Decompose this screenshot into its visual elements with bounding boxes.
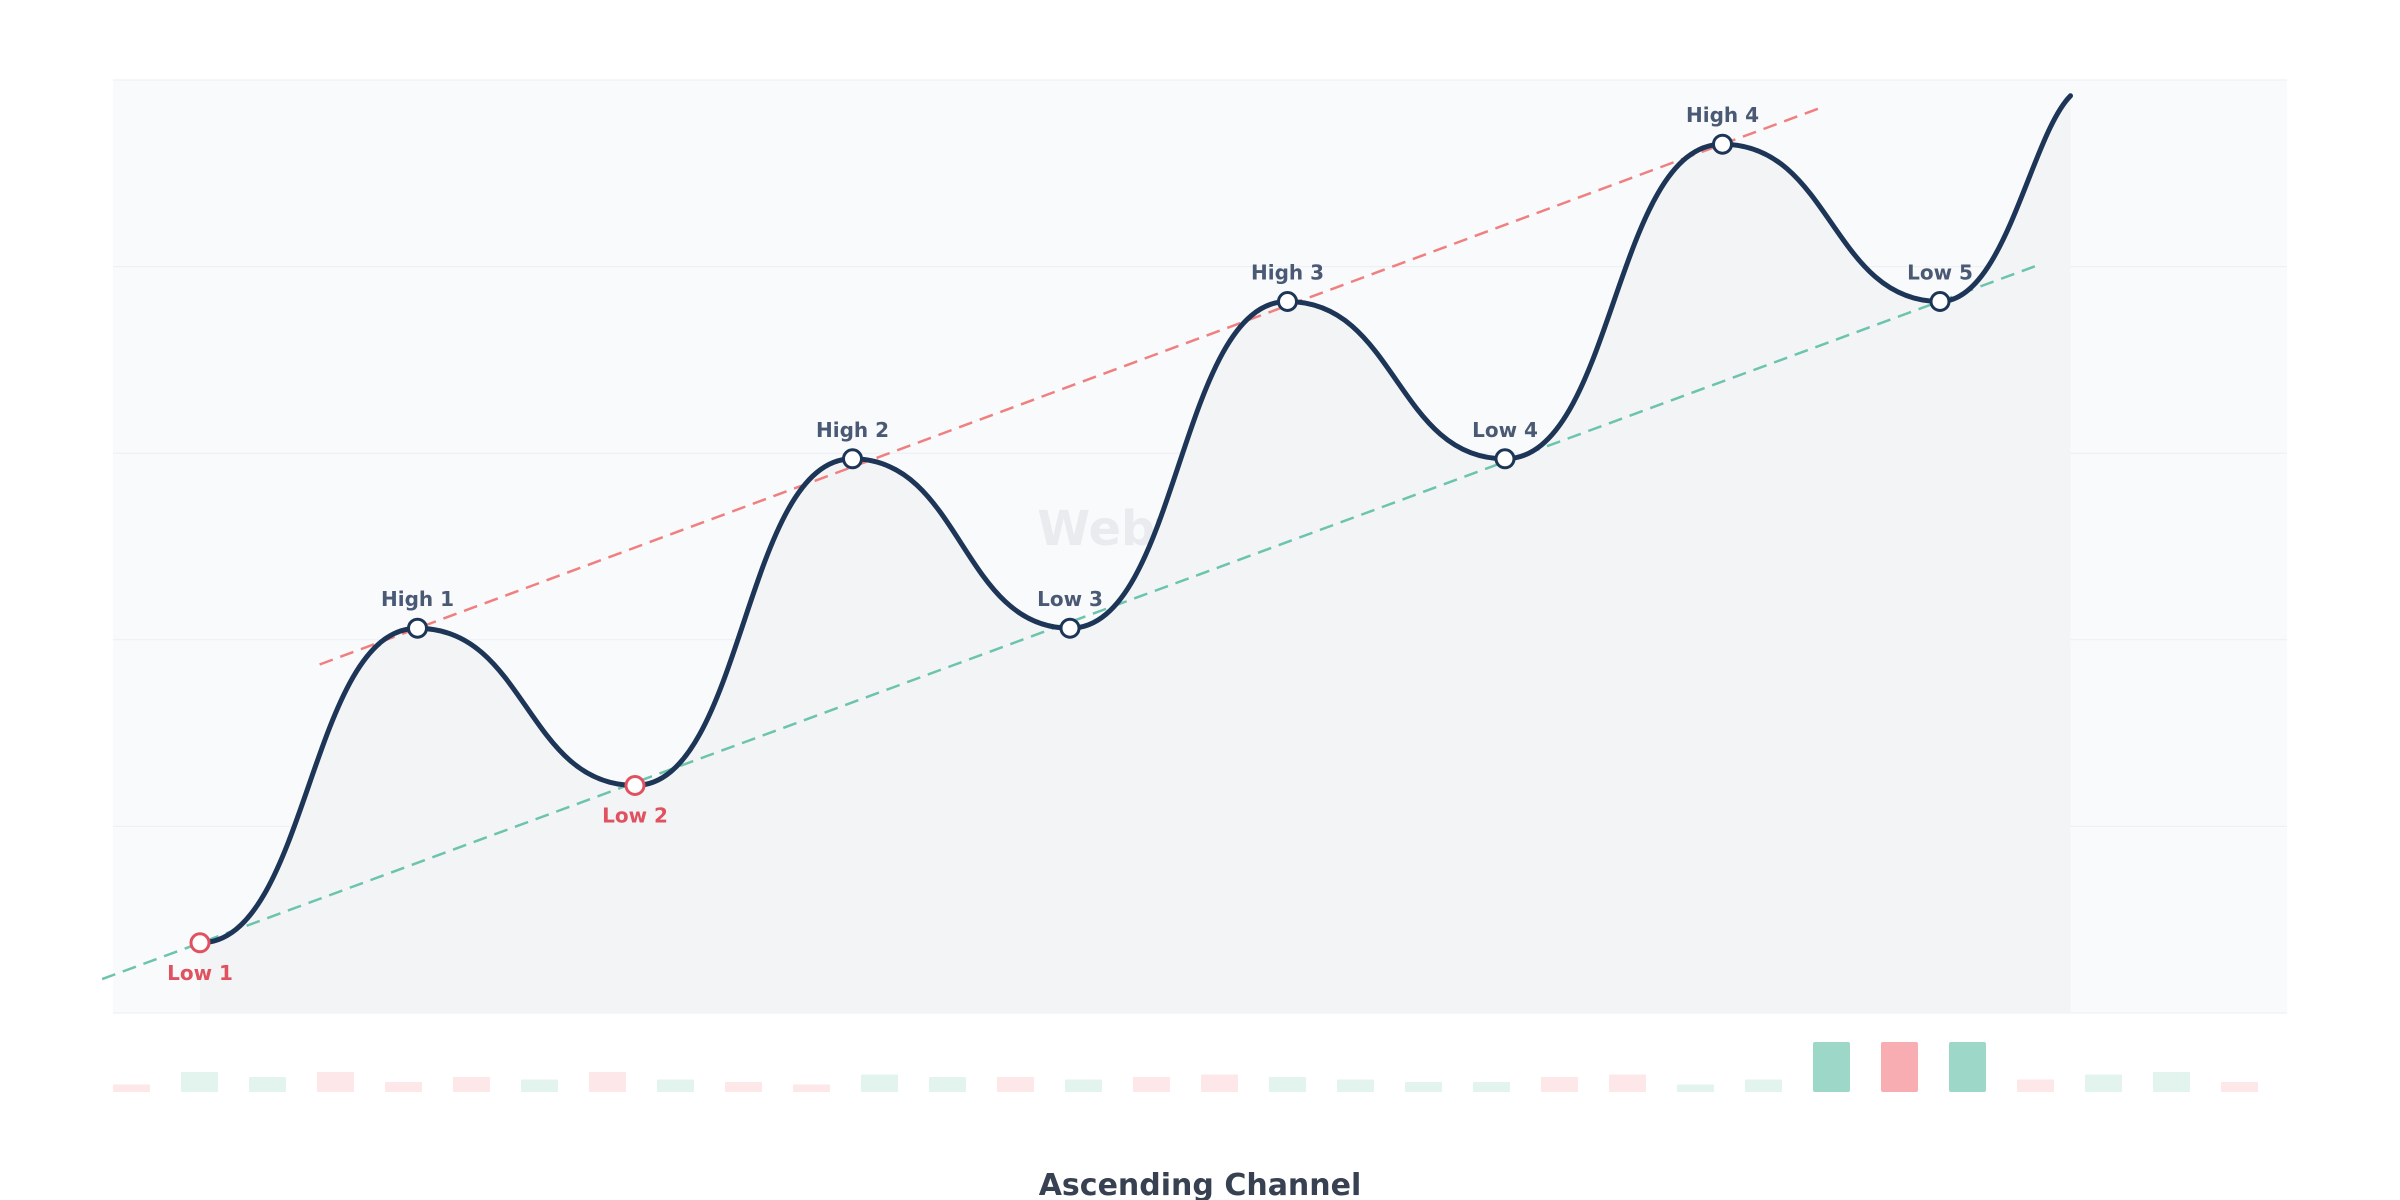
volume-bar xyxy=(1609,1074,1646,1092)
support-line xyxy=(101,264,2039,981)
volume-bar xyxy=(1065,1079,1102,1092)
pivot-points xyxy=(189,133,1951,954)
pivot-marker xyxy=(624,775,646,796)
volume-bar xyxy=(1269,1077,1306,1092)
volume-bar xyxy=(657,1079,694,1092)
volume-bar xyxy=(725,1082,762,1092)
volume-bar xyxy=(1133,1077,1170,1092)
price-line xyxy=(197,93,2073,946)
pivot-label: Low 3 xyxy=(1037,587,1103,611)
volume-bar xyxy=(2085,1074,2122,1092)
volume-bar xyxy=(1813,1042,1850,1092)
volume-bar xyxy=(1201,1074,1238,1092)
volume-bar xyxy=(317,1072,354,1092)
pivot-marker xyxy=(1059,617,1081,639)
pivot-label: High 1 xyxy=(381,587,454,611)
volume-bar xyxy=(1677,1084,1714,1092)
volume-bar xyxy=(997,1077,1034,1092)
volume-bar xyxy=(453,1077,490,1092)
pivot-label: Low 1 xyxy=(167,961,233,985)
volume-bar xyxy=(1541,1077,1578,1092)
volume-bar xyxy=(929,1077,966,1092)
pivot-marker xyxy=(1494,448,1516,470)
volume-bar xyxy=(2017,1079,2054,1092)
price-area-fill xyxy=(200,95,2071,1014)
resistance-line xyxy=(319,106,1821,666)
volume-bar xyxy=(861,1074,898,1092)
volume-bar xyxy=(2221,1082,2258,1092)
pivot-marker xyxy=(1712,133,1733,155)
pivot-marker xyxy=(842,448,863,470)
volume-bar xyxy=(1405,1082,1442,1092)
volume-bar xyxy=(181,1072,218,1092)
pivot-marker xyxy=(1277,291,1298,312)
pivot-label: High 4 xyxy=(1686,103,1759,127)
volume-bar xyxy=(589,1072,626,1092)
volume-bars xyxy=(113,1042,2258,1092)
pivot-label: High 3 xyxy=(1251,261,1324,285)
volume-bar xyxy=(1745,1079,1782,1092)
chart-title: Ascending Channel xyxy=(1039,1168,1362,1200)
volume-bar xyxy=(113,1084,150,1092)
volume-bar xyxy=(521,1079,558,1092)
pivot-marker xyxy=(407,617,428,639)
pivot-labels: Low 1 High 1 Low 2 High 2 Low 3 High 3 Low 4 Hi… xyxy=(167,103,1973,985)
pivot-label: High 2 xyxy=(816,418,889,442)
volume-bar xyxy=(249,1077,286,1092)
volume-bar xyxy=(1337,1079,1374,1092)
pivot-label: Low 4 xyxy=(1472,418,1538,442)
volume-bar xyxy=(385,1082,422,1092)
volume-bar xyxy=(1473,1082,1510,1092)
pivot-marker xyxy=(1929,291,1951,312)
volume-bar xyxy=(1949,1042,1986,1092)
volume-bar xyxy=(2153,1072,2190,1092)
pivot-label: Low 5 xyxy=(1907,261,1973,285)
volume-bar xyxy=(1881,1042,1918,1092)
pivot-label: Low 2 xyxy=(602,804,668,828)
pivot-marker xyxy=(189,932,211,954)
volume-bar xyxy=(793,1084,830,1092)
